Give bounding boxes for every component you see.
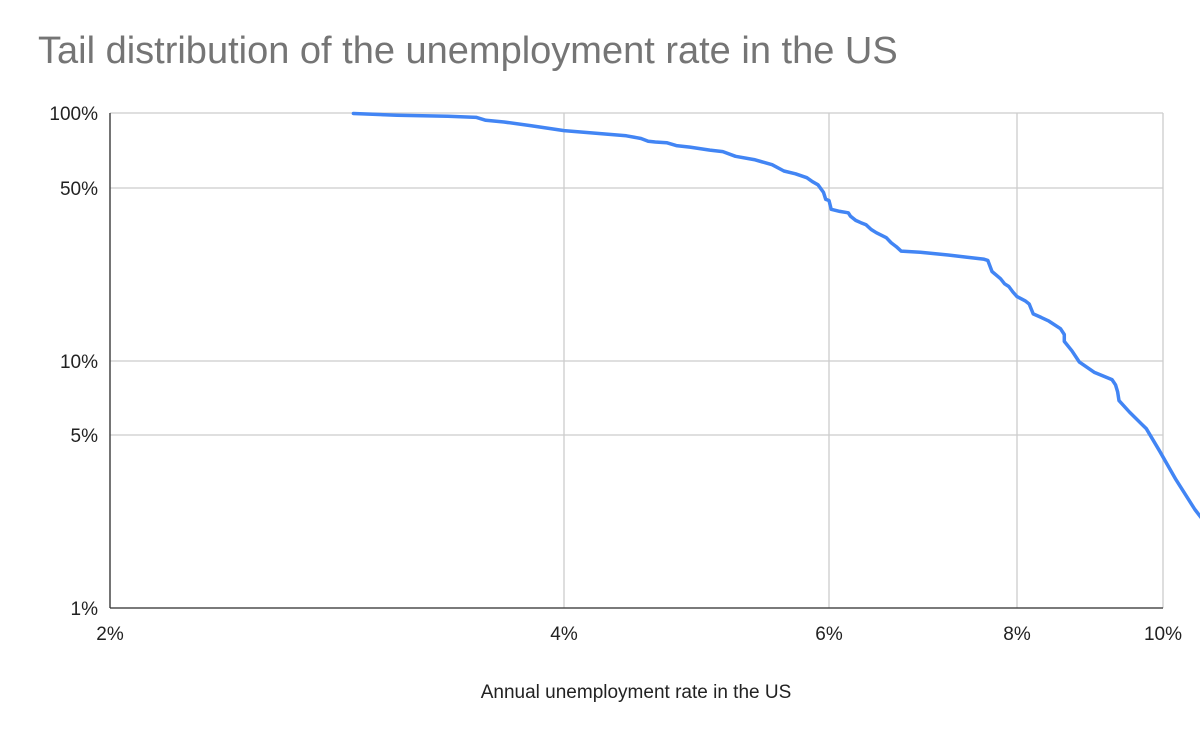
series-line xyxy=(351,111,1200,519)
x-tick-label: 4% xyxy=(550,624,578,645)
y-tick-label: 1% xyxy=(71,599,99,620)
x-tick-label: 10% xyxy=(1144,624,1182,645)
x-tick-label: 8% xyxy=(1003,624,1031,645)
y-tick-label: 5% xyxy=(71,426,99,447)
x-tick-label: 2% xyxy=(96,624,124,645)
chart-title: Tail distribution of the unemployment ra… xyxy=(38,30,898,72)
y-tick-label: 100% xyxy=(49,104,98,125)
y-tick-label: 50% xyxy=(60,179,98,200)
y-tick-label: 10% xyxy=(60,352,98,373)
x-axis-title: Annual unemployment rate in the US xyxy=(481,682,792,703)
x-tick-label: 6% xyxy=(815,624,843,645)
